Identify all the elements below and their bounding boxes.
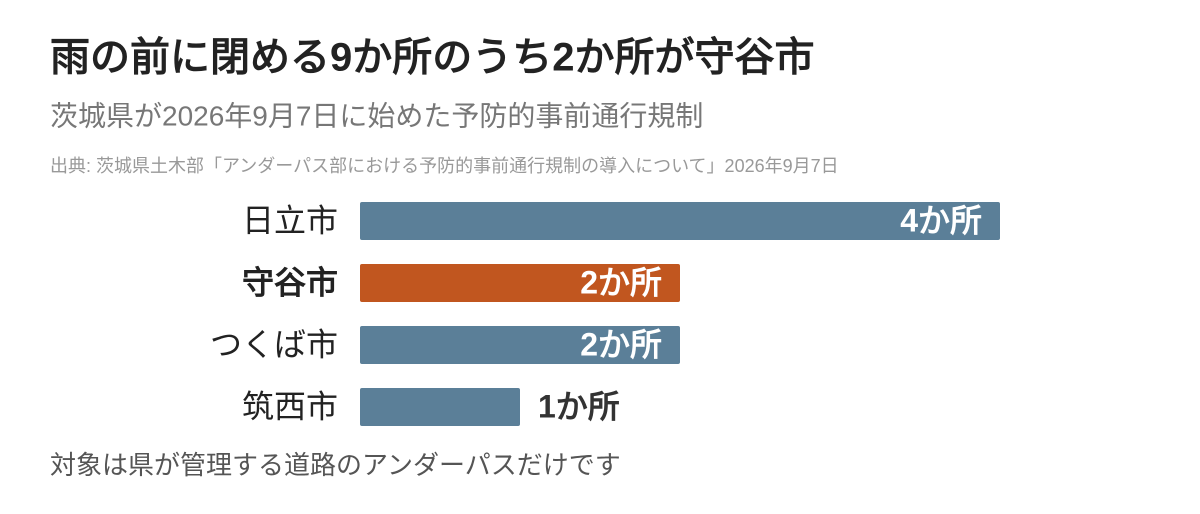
chart-title: 雨の前に閉める9か所のうち2か所が守谷市 xyxy=(50,36,815,80)
source: 出典: 茨城県土木部「アンダーパス部における予防的事前通行規制の導入について」2… xyxy=(50,156,839,176)
bar xyxy=(360,326,680,364)
y-tick-label: つくば市 xyxy=(210,326,338,362)
value-label: 4か所 xyxy=(900,202,982,238)
bar xyxy=(360,202,1000,240)
chart-subtitle: 茨城県が2026年9月7日に始めた予防的事前通行規制 xyxy=(50,100,703,131)
y-tick-label: 守谷市 xyxy=(242,264,338,300)
bar xyxy=(360,388,520,426)
bar xyxy=(360,264,680,302)
value-label: 2か所 xyxy=(580,326,662,362)
y-tick-label: 筑西市 xyxy=(242,388,338,424)
value-label: 2か所 xyxy=(580,264,662,300)
note: 対象は県が管理する道路のアンダーパスだけです xyxy=(50,450,621,480)
value-label: 1か所 xyxy=(538,388,620,424)
y-tick-label: 日立市 xyxy=(242,202,338,238)
